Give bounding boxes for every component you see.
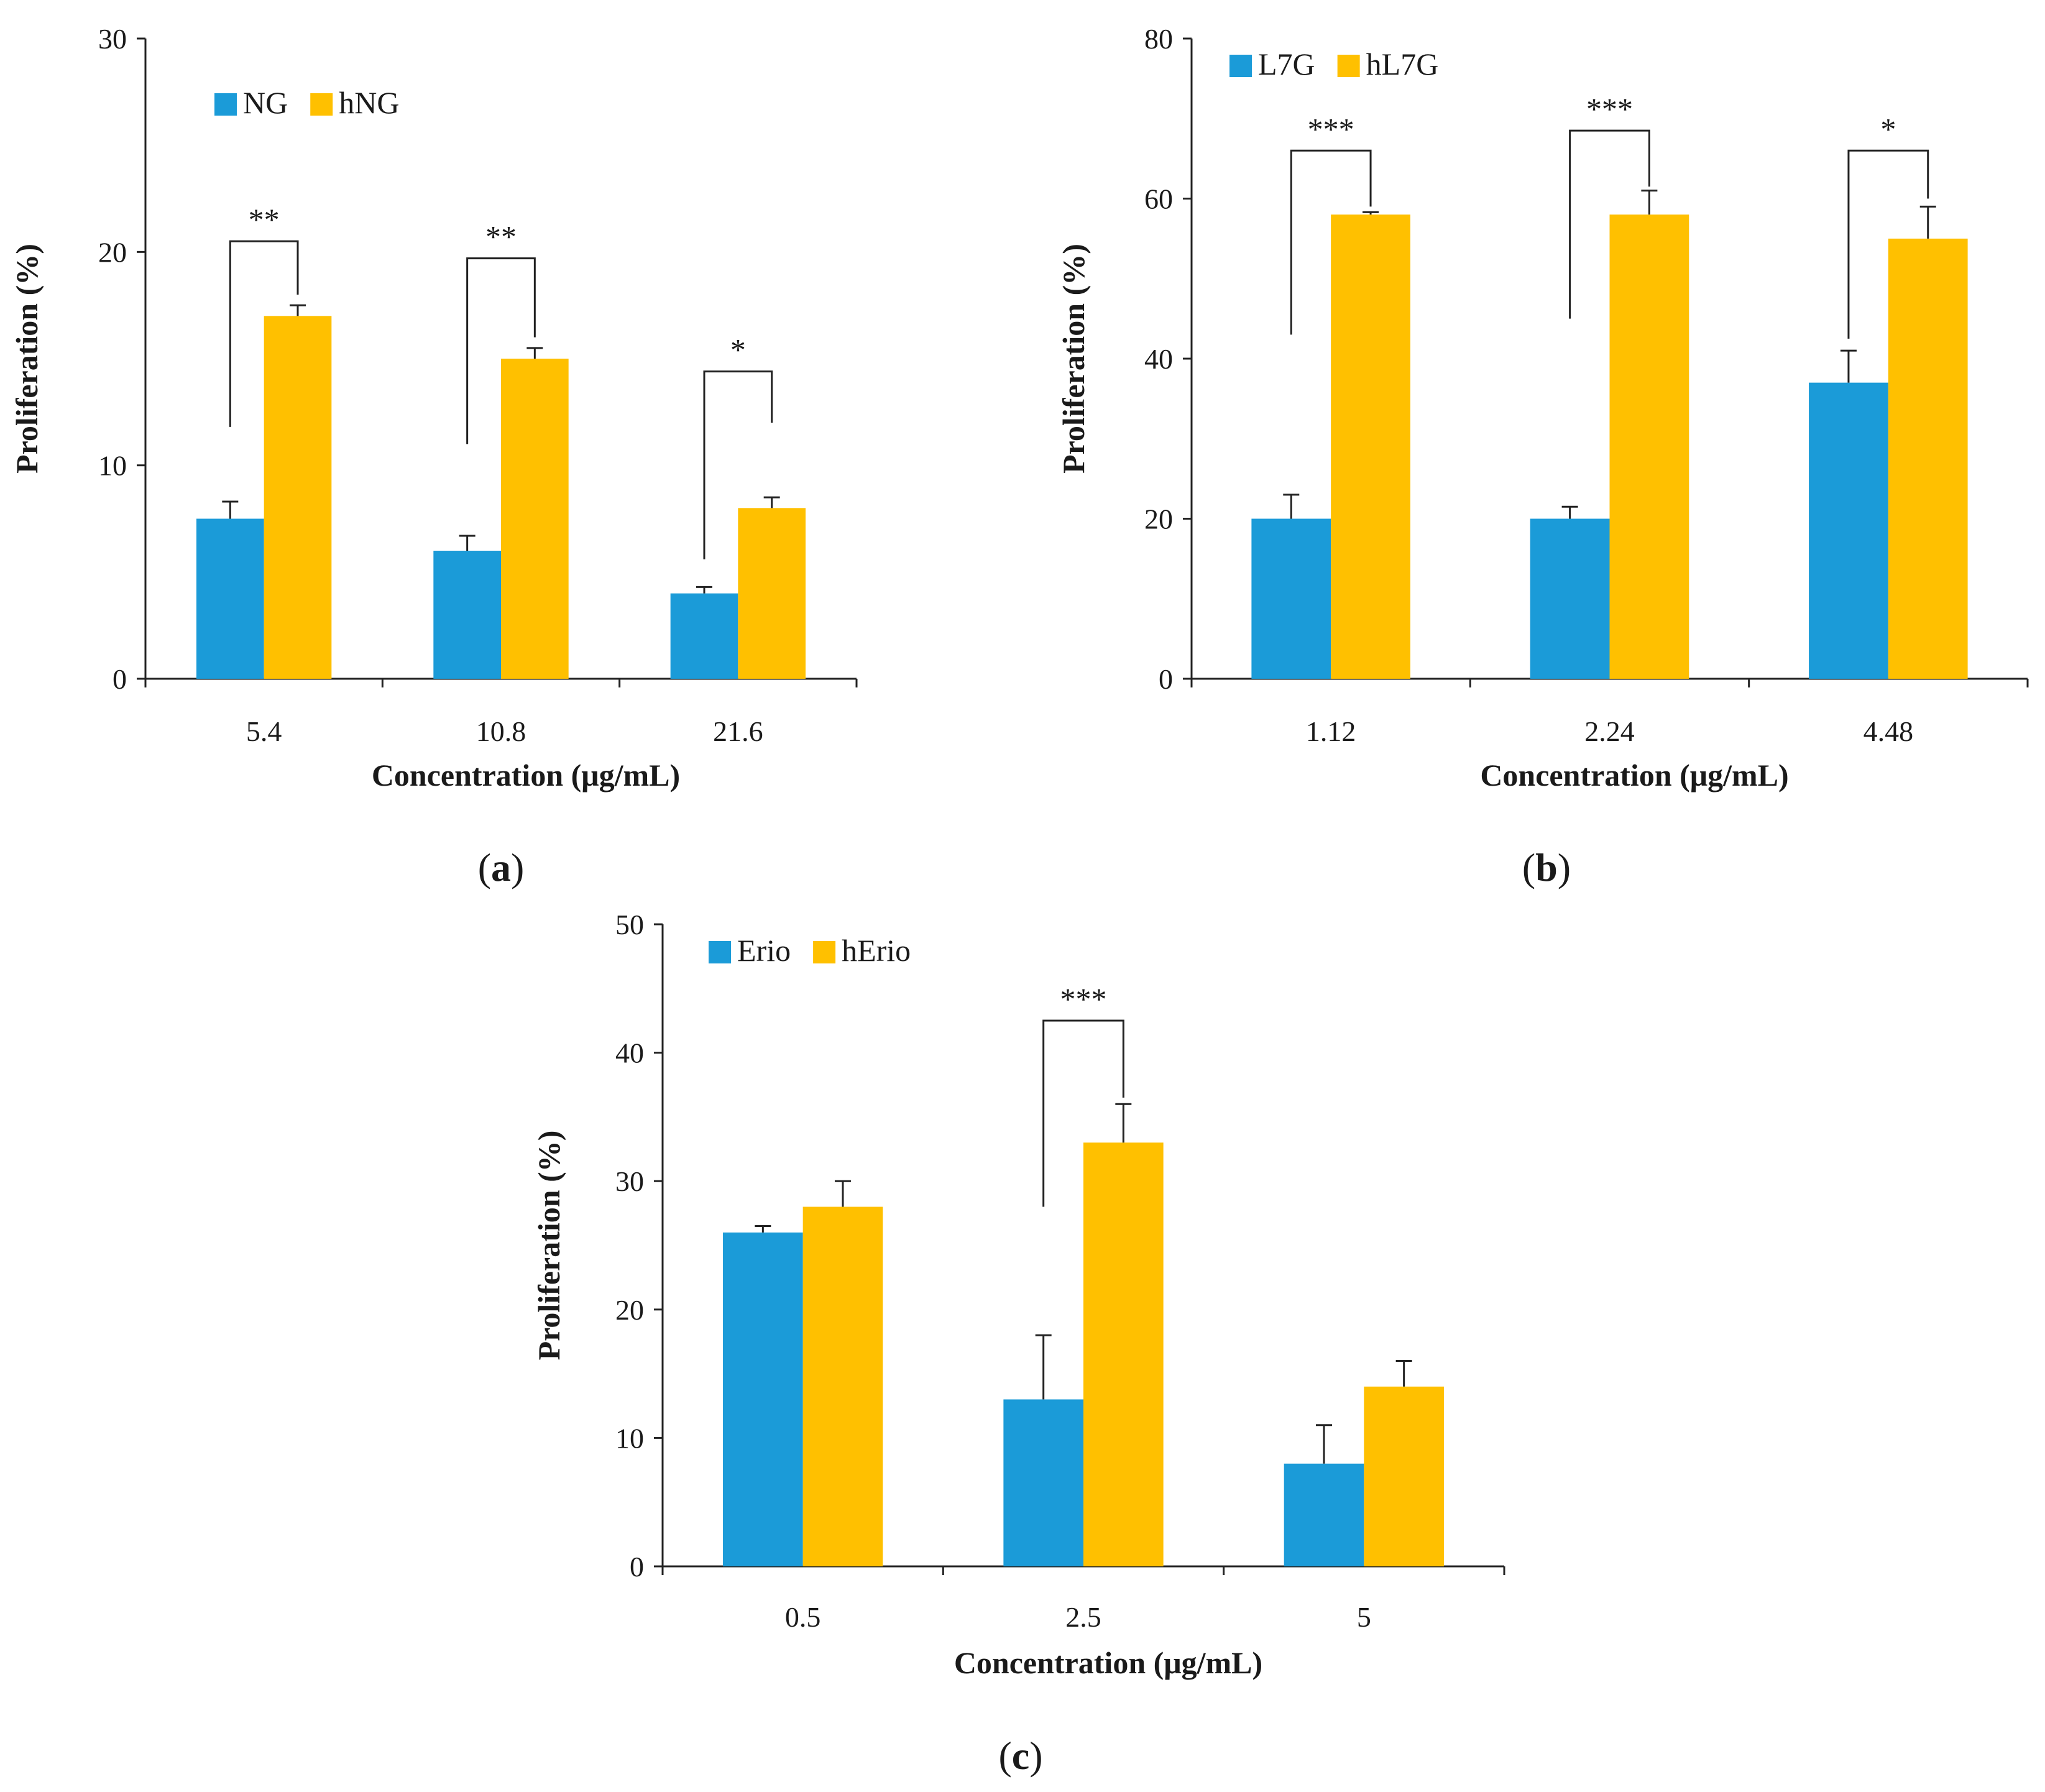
y-tick-label: 50 (615, 909, 644, 940)
significance-bracket (1847, 149, 1929, 339)
y-axis-title: Proliferation (%) (1056, 244, 1091, 474)
bar-Erio (1003, 1399, 1083, 1566)
legend-swatch-hL7G (1337, 55, 1360, 77)
bar-hErio (802, 1206, 883, 1566)
significance-label: * (1880, 111, 1896, 146)
significance-label: ** (485, 219, 517, 254)
x-axis-title: Concentration (μg/mL) (954, 1645, 1262, 1680)
y-axis-title: Proliferation (%) (531, 1131, 566, 1361)
significance-bracket (229, 240, 299, 427)
y-tick-label: 20 (98, 236, 127, 268)
bar-hErio (1364, 1386, 1444, 1566)
y-tick-label: 40 (1144, 343, 1173, 375)
significance-bracket (1042, 1019, 1124, 1207)
y-tick-label: 30 (98, 23, 127, 55)
x-tick-label: 5 (1357, 1601, 1371, 1633)
y-tick-label: 0 (113, 663, 127, 695)
bar-hNG (501, 359, 569, 679)
legend-swatch-hErio (813, 941, 836, 963)
bar-hErio (1083, 1142, 1164, 1566)
legend-label: Erio (737, 933, 791, 968)
x-tick-label: 2.5 (1065, 1601, 1101, 1633)
bar-Erio (1284, 1463, 1364, 1566)
panel-label-paren: ( (998, 1734, 1011, 1778)
significance-bracket (1290, 149, 1372, 335)
bar-hL7G (1331, 214, 1410, 679)
bar-L7G (1809, 382, 1888, 679)
legend-label: hErio (842, 933, 911, 968)
y-tick-label: 60 (1144, 183, 1173, 215)
x-tick-label: 1.12 (1306, 715, 1356, 747)
significance-label: *** (1060, 981, 1107, 1016)
y-tick-label: 30 (615, 1165, 644, 1197)
y-tick-label: 40 (615, 1037, 644, 1069)
bar-L7G (1251, 518, 1331, 679)
y-axis-title: Proliferation (%) (9, 244, 44, 474)
x-axis-title: Concentration (μg/mL) (1480, 758, 1788, 793)
legend-label: L7G (1258, 47, 1315, 81)
legend-label: hNG (339, 85, 399, 120)
y-tick-label: 20 (1144, 503, 1173, 535)
panel-label-paren: ) (1029, 1734, 1042, 1778)
panel-label-paren: ) (1558, 845, 1571, 889)
panel-label-letter: c (1012, 1734, 1029, 1778)
bar-hL7G (1888, 238, 1968, 679)
bar-hNG (738, 508, 806, 679)
bar-NG (670, 593, 738, 679)
legend-swatch-NG (214, 93, 237, 116)
panel-label: (a) (478, 845, 525, 889)
x-tick-label: 2.24 (1584, 715, 1635, 747)
legend-swatch-L7G (1229, 55, 1252, 77)
panel-label: (b) (1522, 845, 1571, 889)
significance-bracket (703, 370, 773, 559)
significance-label: *** (1308, 111, 1354, 146)
significance-bracket (466, 257, 536, 444)
x-tick-label: 0.5 (785, 1601, 821, 1633)
y-tick-label: 10 (98, 450, 127, 482)
panel-label-paren: ( (1522, 845, 1535, 889)
bar-hNG (264, 316, 332, 679)
legend-label: NG (243, 85, 288, 120)
bar-NG (196, 518, 264, 679)
y-tick-label: 0 (630, 1551, 644, 1583)
x-tick-label: 4.48 (1863, 715, 1914, 747)
y-tick-label: 20 (615, 1294, 644, 1326)
x-tick-label: 5.4 (246, 715, 282, 747)
panel-label-letter: b (1535, 845, 1558, 889)
bar-NG (433, 551, 501, 679)
panel-label-paren: ) (511, 845, 524, 889)
legend-label: hL7G (1366, 47, 1439, 81)
chart-panel-c: 0 10 20 30 40 50 0.5 2.5 5 *** Erio hErio Proliferat… (531, 909, 1505, 1778)
y-tick-label: 80 (1144, 23, 1173, 55)
panel-label-paren: ( (478, 845, 491, 889)
x-tick-label: 21.6 (713, 715, 763, 747)
y-tick-label: 0 (1159, 663, 1173, 695)
panel-label-letter: a (491, 845, 511, 889)
bar-Erio (723, 1232, 803, 1566)
significance-label: *** (1586, 91, 1633, 126)
x-axis-title: Concentration (μg/mL) (372, 758, 680, 793)
panel-label: (c) (998, 1734, 1042, 1778)
significance-bracket (1569, 129, 1650, 319)
significance-label: * (730, 333, 746, 367)
legend-swatch-Erio (709, 941, 731, 963)
bar-L7G (1530, 518, 1610, 679)
legend-swatch-hNG (310, 93, 333, 116)
bar-hL7G (1609, 214, 1689, 679)
significance-label: ** (249, 202, 280, 237)
y-tick-label: 10 (615, 1422, 644, 1454)
x-tick-label: 10.8 (476, 715, 526, 747)
